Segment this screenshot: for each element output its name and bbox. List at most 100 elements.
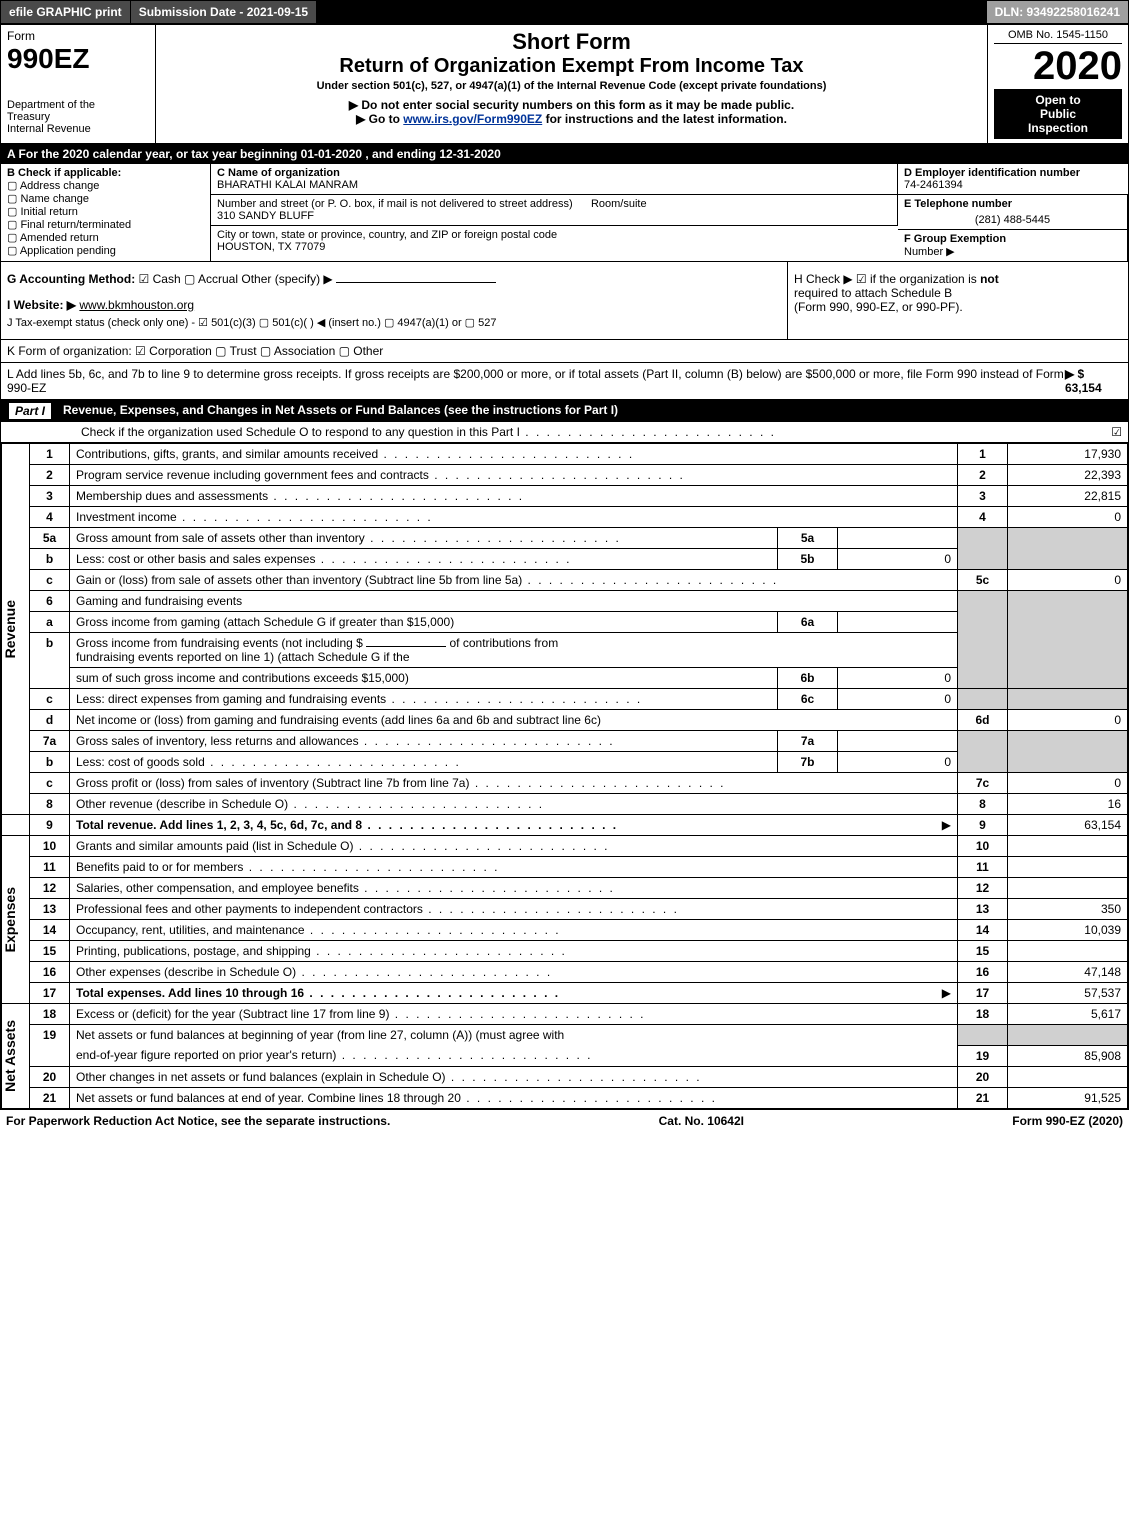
l9-num: 9 [30, 815, 70, 836]
l19-text1: Net assets or fund balances at beginning… [70, 1025, 958, 1046]
efile-print-button[interactable]: efile GRAPHIC print [1, 1, 130, 23]
goto-prefix: ▶ Go to [356, 112, 403, 126]
irs-link[interactable]: www.irs.gov/Form990EZ [403, 112, 542, 126]
l15-num: 15 [30, 941, 70, 962]
l6a-num: a [30, 612, 70, 633]
l6c-inner: 6c [778, 689, 838, 710]
l3-text: Membership dues and assessments [70, 486, 958, 507]
dept-line2: Treasury [7, 111, 149, 123]
l5a-text: Gross amount from sale of assets other t… [70, 528, 778, 549]
tax-year: 2020 [994, 44, 1122, 89]
l11-amt [1008, 857, 1128, 878]
l17-arrow: ▶ [942, 986, 951, 1000]
section-b: B Check if applicable: Address change Na… [1, 164, 211, 262]
row-a-tax-year: A For the 2020 calendar year, or tax yea… [1, 144, 1128, 164]
l9-box: 9 [958, 815, 1008, 836]
l5a-inner: 5a [778, 528, 838, 549]
l7a-ival [838, 731, 958, 752]
l13-box: 13 [958, 899, 1008, 920]
l6b-t3: fundraising events reported on line 1) (… [76, 650, 410, 664]
l7c-text: Gross profit or (loss) from sales of inv… [70, 773, 958, 794]
l7b-num: b [30, 752, 70, 773]
under-section: Under section 501(c), 527, or 4947(a)(1)… [162, 78, 981, 98]
l3-amt: 22,815 [1008, 486, 1128, 507]
l1-text: Contributions, gifts, grants, and simila… [70, 444, 958, 465]
l1-box: 1 [958, 444, 1008, 465]
row-j: J Tax-exempt status (check only one) - ☑… [7, 316, 781, 329]
g-accrual[interactable]: ▢ Accrual [184, 272, 238, 286]
form-header: Form 990EZ Department of the Treasury In… [1, 25, 1128, 144]
dept-line3: Internal Revenue [7, 123, 149, 135]
l7a-num: 7a [30, 731, 70, 752]
part1-checkbox[interactable]: ☑ [1111, 425, 1122, 439]
part1-check-row: Check if the organization used Schedule … [1, 422, 1128, 443]
f-number: Number ▶ [904, 246, 955, 258]
l12-num: 12 [30, 878, 70, 899]
side-expenses: Expenses [2, 836, 30, 1004]
g-other[interactable]: Other (specify) ▶ [241, 272, 332, 286]
l6-grayamt [1008, 591, 1128, 689]
l-text: L Add lines 5b, 6c, and 7b to line 9 to … [7, 367, 1065, 395]
l12-box: 12 [958, 878, 1008, 899]
l2-num: 2 [30, 465, 70, 486]
d-label: D Employer identification number [904, 167, 1080, 179]
dln-label: DLN: 93492258016241 [987, 1, 1128, 23]
l5c-box: 5c [958, 570, 1008, 591]
l7b-inner: 7b [778, 752, 838, 773]
chk-amended-return[interactable]: Amended return [7, 231, 204, 244]
l9-text: Total revenue. Add lines 1, 2, 3, 4, 5c,… [70, 815, 958, 836]
l17-amt: 57,537 [1008, 983, 1128, 1004]
g-cash[interactable]: ☑ Cash [139, 272, 181, 286]
l19-num: 19 [30, 1025, 70, 1067]
l9-amt: 63,154 [1008, 815, 1128, 836]
chk-initial-return[interactable]: Initial return [7, 205, 204, 218]
l7ab-grayamt [1008, 731, 1128, 773]
goto-line: ▶ Go to www.irs.gov/Form990EZ for instru… [162, 112, 981, 126]
l7b-ival: 0 [838, 752, 958, 773]
chk-name-change[interactable]: Name change [7, 192, 204, 205]
l7b-text: Less: cost of goods sold [70, 752, 778, 773]
l5b-ival: 0 [838, 549, 958, 570]
page-footer: For Paperwork Reduction Act Notice, see … [0, 1110, 1129, 1132]
submission-date-button[interactable]: Submission Date - 2021-09-15 [131, 1, 316, 23]
section-d: D Employer identification number 74-2461… [898, 164, 1128, 195]
return-title: Return of Organization Exempt From Incom… [162, 55, 981, 78]
l19-text2: end-of-year figure reported on prior yea… [70, 1045, 958, 1066]
l5b-num: b [30, 549, 70, 570]
l5b-text: Less: cost or other basis and sales expe… [70, 549, 778, 570]
l6-graybox [958, 591, 1008, 689]
l13-num: 13 [30, 899, 70, 920]
l14-num: 14 [30, 920, 70, 941]
l2-box: 2 [958, 465, 1008, 486]
l6b-text-top: Gross income from fundraising events (no… [70, 633, 958, 668]
side-net-assets: Net Assets [2, 1004, 30, 1109]
chk-application-pending[interactable]: Application pending [7, 244, 204, 257]
l5ab-graybox [958, 528, 1008, 570]
chk-final-return[interactable]: Final return/terminated [7, 218, 204, 231]
chk-address-change[interactable]: Address change [7, 179, 204, 192]
l21-box: 21 [958, 1087, 1008, 1108]
open-text: Open to [998, 93, 1118, 107]
footer-r3: (2020) [1088, 1114, 1123, 1128]
l8-amt: 16 [1008, 794, 1128, 815]
form-word: Form [7, 29, 149, 43]
l7ab-graybox [958, 731, 1008, 773]
l7c-box: 7c [958, 773, 1008, 794]
l18-num: 18 [30, 1004, 70, 1025]
l4-amt: 0 [1008, 507, 1128, 528]
l8-num: 8 [30, 794, 70, 815]
l8-text: Other revenue (describe in Schedule O) [70, 794, 958, 815]
h-req2: (Form 990, 990-EZ, or 990-PF). [794, 300, 963, 314]
l17-text: Total expenses. Add lines 10 through 16 … [70, 983, 958, 1004]
street-value: 310 SANDY BLUFF [217, 210, 314, 222]
l15-box: 15 [958, 941, 1008, 962]
l16-text: Other expenses (describe in Schedule O) [70, 962, 958, 983]
website-link[interactable]: www.bkmhouston.org [79, 298, 194, 312]
l21-amt: 91,525 [1008, 1087, 1128, 1108]
l6d-amt: 0 [1008, 710, 1128, 731]
l4-num: 4 [30, 507, 70, 528]
dept-line1: Department of the [7, 99, 149, 111]
footer-mid: Cat. No. 10642I [659, 1114, 744, 1128]
l19-amt: 85,908 [1008, 1045, 1128, 1066]
l17-num: 17 [30, 983, 70, 1004]
